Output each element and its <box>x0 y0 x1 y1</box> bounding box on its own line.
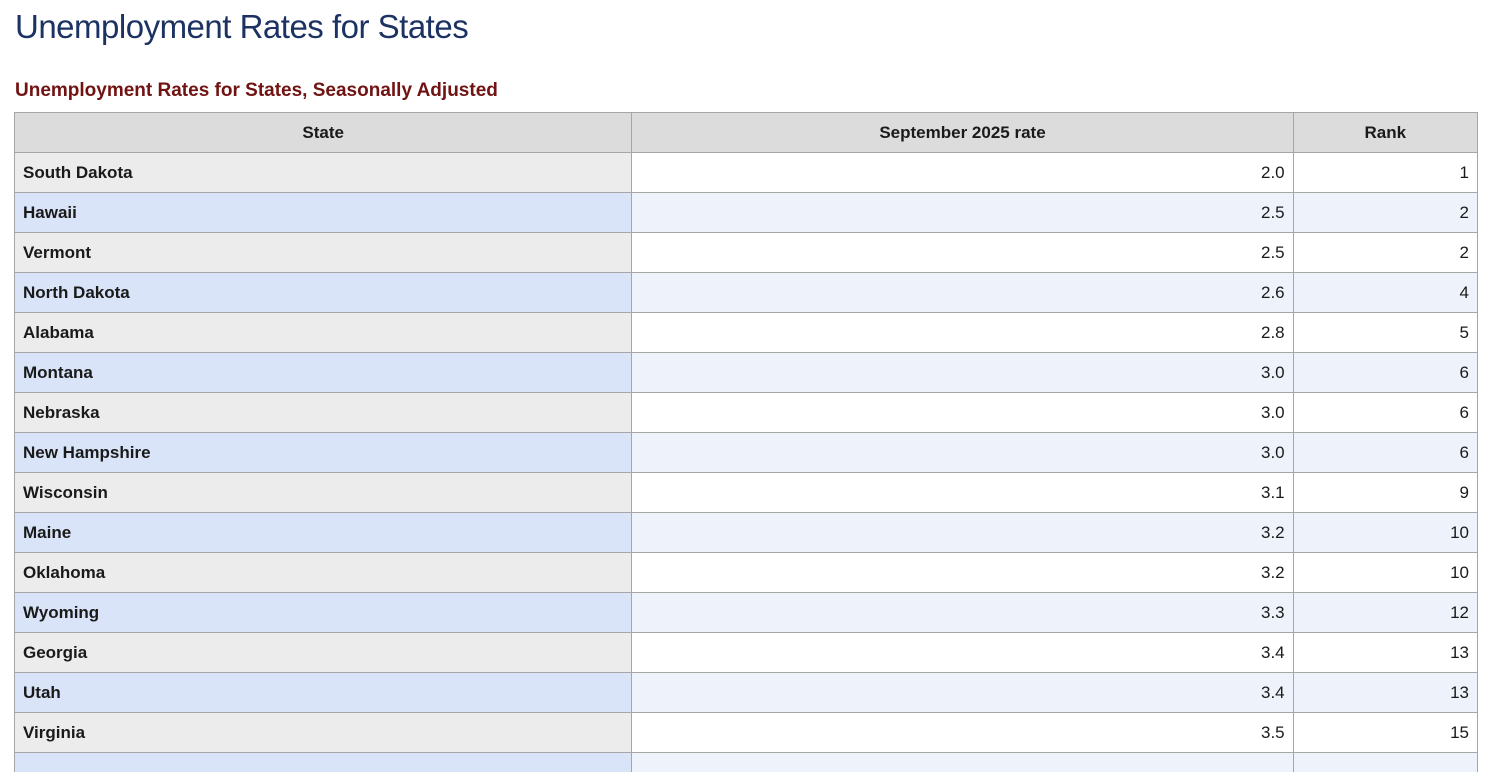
table-row: Nebraska 3.0 6 <box>13 392 1479 433</box>
table-row: Utah 3.4 13 <box>13 672 1479 713</box>
rate-cell: 3.5 <box>631 712 1294 753</box>
state-name-cell: Wisconsin <box>13 472 633 513</box>
table-row: Maine 3.2 10 <box>13 512 1479 553</box>
table-header: State September 2025 rate Rank <box>13 112 1479 153</box>
column-header-rate: September 2025 rate <box>631 112 1294 153</box>
header-row: State September 2025 rate Rank <box>13 112 1479 153</box>
rate-cell: 3.2 <box>631 512 1294 553</box>
table-row: Hawaii 2.5 2 <box>13 192 1479 233</box>
table-row: Wyoming 3.3 12 <box>13 592 1479 633</box>
rank-cell: 10 <box>1292 512 1479 553</box>
table-row: New Hampshire 3.0 6 <box>13 432 1479 473</box>
table-row: Alabama 2.8 5 <box>13 312 1479 353</box>
state-name-cell: Oklahoma <box>13 552 633 593</box>
rank-cell: 10 <box>1292 552 1479 593</box>
table-row-partial <box>13 752 1479 772</box>
table-row: Virginia 3.5 15 <box>13 712 1479 753</box>
table-row: South Dakota 2.0 1 <box>13 152 1479 193</box>
rate-cell: 3.4 <box>631 632 1294 673</box>
column-header-rank: Rank <box>1292 112 1479 153</box>
rank-cell: 5 <box>1292 312 1479 353</box>
state-name-cell <box>13 752 633 772</box>
rank-cell: 12 <box>1292 592 1479 633</box>
rate-cell: 3.0 <box>631 432 1294 473</box>
rate-cell <box>631 752 1294 772</box>
column-header-state: State <box>13 112 633 153</box>
state-name-cell: Alabama <box>13 312 633 353</box>
rate-cell: 3.0 <box>631 352 1294 393</box>
state-name-cell: New Hampshire <box>13 432 633 473</box>
rate-cell: 2.0 <box>631 152 1294 193</box>
rate-cell: 3.2 <box>631 552 1294 593</box>
rate-cell: 2.5 <box>631 232 1294 273</box>
rank-cell: 15 <box>1292 712 1479 753</box>
rate-cell: 3.1 <box>631 472 1294 513</box>
table-row: Montana 3.0 6 <box>13 352 1479 393</box>
state-name-cell: Virginia <box>13 712 633 753</box>
state-name-cell: Nebraska <box>13 392 633 433</box>
state-name-cell: Wyoming <box>13 592 633 633</box>
rate-cell: 3.4 <box>631 672 1294 713</box>
state-name-cell: Vermont <box>13 232 633 273</box>
rank-cell: 6 <box>1292 432 1479 473</box>
rank-cell <box>1292 752 1479 772</box>
page-title: Unemployment Rates for States <box>15 8 469 45</box>
table-row: Oklahoma 3.2 10 <box>13 552 1479 593</box>
table-title: Unemployment Rates for States, Seasonall… <box>15 80 498 101</box>
state-name-cell: Georgia <box>13 632 633 673</box>
table-row: North Dakota 2.6 4 <box>13 272 1479 313</box>
state-name-cell: North Dakota <box>13 272 633 313</box>
rank-cell: 6 <box>1292 392 1479 433</box>
state-name-cell: Montana <box>13 352 633 393</box>
rate-cell: 2.6 <box>631 272 1294 313</box>
rank-cell: 13 <box>1292 632 1479 673</box>
rank-cell: 4 <box>1292 272 1479 313</box>
rank-cell: 6 <box>1292 352 1479 393</box>
state-name-cell: South Dakota <box>13 152 633 193</box>
table-row: Wisconsin 3.1 9 <box>13 472 1479 513</box>
table-body: South Dakota 2.0 1 Hawaii 2.5 2 Vermont 2.5 2 Nor… <box>13 152 1479 772</box>
rank-cell: 2 <box>1292 232 1479 273</box>
unemployment-rates-table: State September 2025 rate Rank South Dak… <box>13 112 1479 772</box>
rate-cell: 3.0 <box>631 392 1294 433</box>
rank-cell: 9 <box>1292 472 1479 513</box>
rate-cell: 2.5 <box>631 192 1294 233</box>
rank-cell: 13 <box>1292 672 1479 713</box>
state-name-cell: Hawaii <box>13 192 633 233</box>
rate-cell: 2.8 <box>631 312 1294 353</box>
state-name-cell: Maine <box>13 512 633 553</box>
table-row: Georgia 3.4 13 <box>13 632 1479 673</box>
state-name-cell: Utah <box>13 672 633 713</box>
rate-cell: 3.3 <box>631 592 1294 633</box>
rank-cell: 2 <box>1292 192 1479 233</box>
rank-cell: 1 <box>1292 152 1479 193</box>
table-row: Vermont 2.5 2 <box>13 232 1479 273</box>
